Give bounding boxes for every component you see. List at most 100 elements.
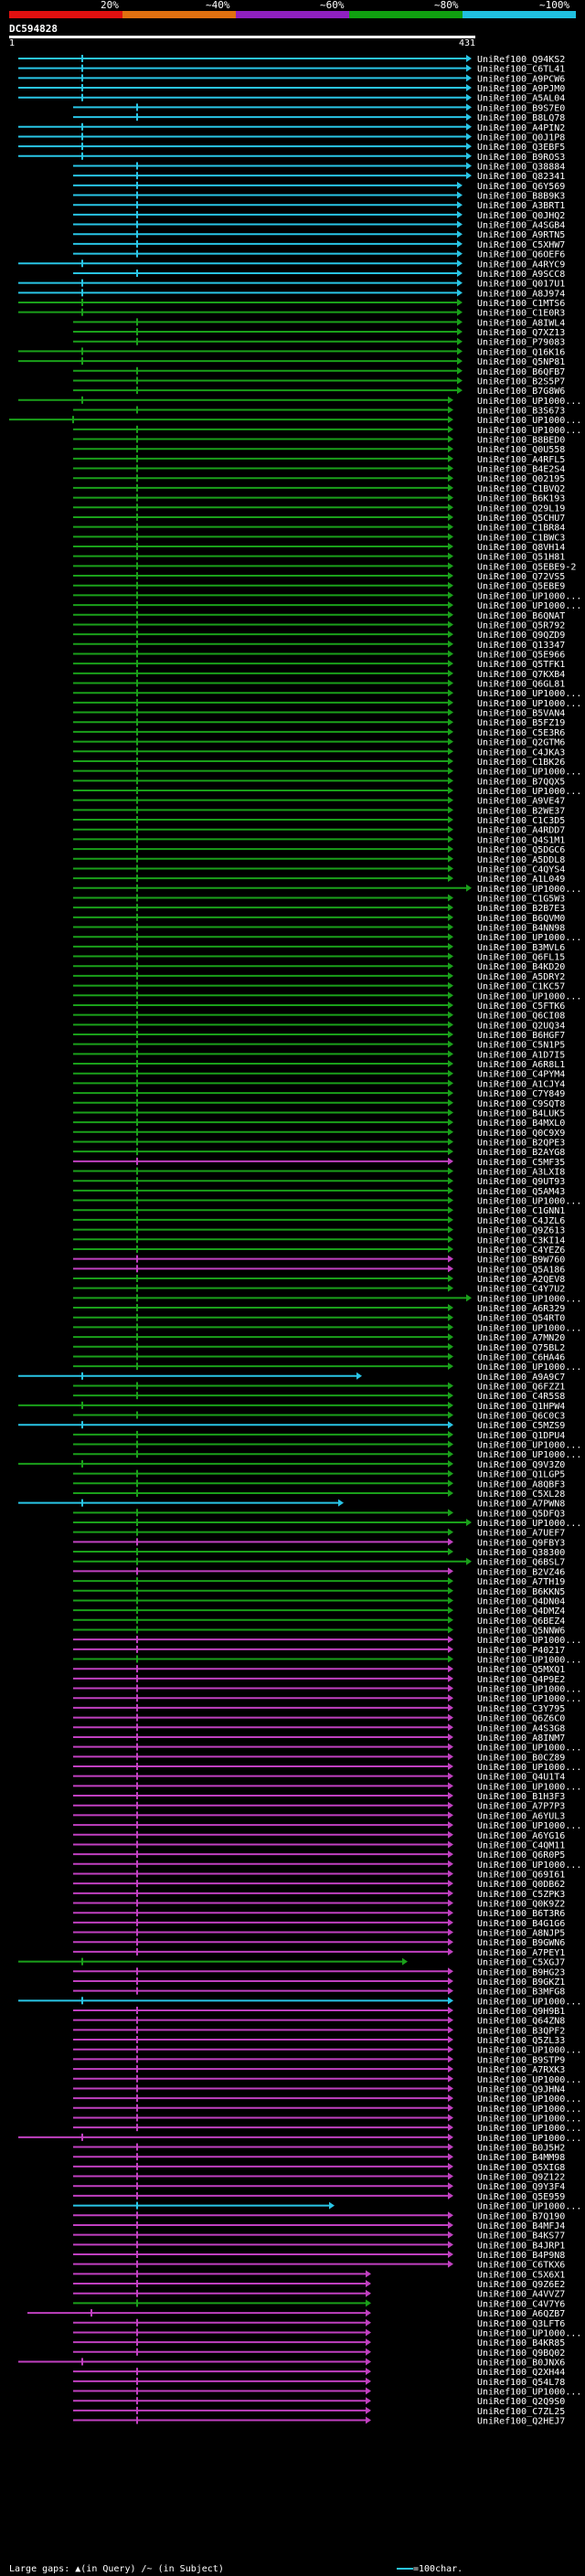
hit-id-label[interactable]: UniRef100_C5XHW7 [477, 240, 565, 250]
hit-id-label[interactable]: UniRef100_A4VVZ7 [477, 2290, 565, 2300]
hit-id-label[interactable]: UniRef100_A6YG16 [477, 1831, 565, 1841]
hit-id-label[interactable]: UniRef100_B8BED0 [477, 436, 565, 446]
hit-id-label[interactable]: UniRef100_C1BK26 [477, 758, 565, 768]
hit-id-label[interactable]: UniRef100_Q38300 [477, 1548, 565, 1558]
hit-id-label[interactable]: UniRef100_C6TL41 [477, 65, 565, 75]
hit-row[interactable]: UniRef100_Q4P9E2 [73, 1674, 565, 1685]
hit-row[interactable]: UniRef100_A1L049 [73, 875, 565, 885]
hit-row[interactable]: UniRef100_B7QQX5 [73, 777, 565, 787]
hit-row[interactable]: UniRef100_Q5DFQ3 [73, 1509, 565, 1519]
hit-row[interactable]: UniRef100_B4KR85 [73, 2338, 565, 2348]
hit-row[interactable]: UniRef100_A6R8L1 [73, 1060, 565, 1070]
hit-row[interactable]: UniRef100_Q0U558 [73, 445, 565, 455]
hit-row[interactable]: UniRef100_Q9JHN4 [73, 2084, 565, 2094]
hit-id-label[interactable]: UniRef100_B6T3R6 [477, 1909, 565, 1919]
hit-id-label[interactable]: UniRef100_C4QM11 [477, 1840, 565, 1850]
hit-id-label[interactable]: UniRef100_A4RDD7 [477, 826, 565, 836]
hit-id-label[interactable]: UniRef100_A9PJM0 [477, 84, 565, 94]
hit-id-label[interactable]: UniRef100_Q9Y3F4 [477, 2182, 565, 2192]
hit-id-label[interactable]: UniRef100_Q9UT93 [477, 1177, 565, 1187]
hit-row[interactable]: UniRef100_UP1000... [73, 2045, 581, 2056]
hit-id-label[interactable]: UniRef100_UP1000... [477, 2046, 581, 2056]
hit-row[interactable]: UniRef100_UP1000... [73, 933, 581, 943]
hit-row[interactable]: UniRef100_Q9QZD9 [73, 631, 565, 641]
hit-row[interactable]: UniRef100_B9GWN6 [73, 1938, 565, 1948]
hit-id-label[interactable]: UniRef100_Q6Z6C0 [477, 1714, 565, 1724]
hit-id-label[interactable]: UniRef100_Q7XZ13 [477, 328, 565, 338]
hit-id-label[interactable]: UniRef100_C4PYM4 [477, 1070, 565, 1080]
hit-id-label[interactable]: UniRef100_Q9Z613 [477, 1226, 565, 1236]
hit-row[interactable]: UniRef100_Q4DN04 [73, 1596, 565, 1606]
hit-row[interactable]: UniRef100_Q2Q9S0 [73, 2397, 565, 2407]
hit-row[interactable]: UniRef100_B3S673 [73, 406, 565, 416]
hit-row[interactable]: UniRef100_A7RXK3 [73, 2065, 565, 2075]
hit-row[interactable]: UniRef100_B7G8W6 [73, 387, 565, 397]
hit-row[interactable]: UniRef100_UP1000... [73, 1655, 581, 1666]
hit-row[interactable]: UniRef100_A7MN20 [73, 1333, 565, 1343]
hit-id-label[interactable]: UniRef100_Q82341 [477, 172, 565, 182]
hit-id-label[interactable]: UniRef100_A7RXK3 [477, 2065, 565, 2075]
hit-row[interactable]: UniRef100_B6QVM0 [73, 913, 565, 924]
hit-id-label[interactable]: UniRef100_Q69I61 [477, 1870, 565, 1880]
hit-row[interactable]: UniRef100_C7Y849 [73, 1089, 565, 1099]
hit-row[interactable]: UniRef100_A8QBF3 [73, 1479, 565, 1489]
hit-row[interactable]: UniRef100_Q5AM43 [73, 1186, 565, 1197]
hit-row[interactable]: UniRef100_A4SGB4 [73, 220, 565, 231]
hit-id-label[interactable]: UniRef100_C1BWC3 [477, 533, 565, 543]
hit-row[interactable]: UniRef100_A6QZB7 [27, 2309, 565, 2319]
hit-id-label[interactable]: UniRef100_B2VZ46 [477, 1567, 565, 1577]
hit-id-label[interactable]: UniRef100_B4MM98 [477, 2153, 565, 2163]
hit-id-label[interactable]: UniRef100_C4JZL6 [477, 1216, 565, 1226]
hit-row[interactable]: UniRef100_UP1000... [73, 698, 581, 709]
hit-id-label[interactable]: UniRef100_Q5MXQ1 [477, 1665, 565, 1675]
hit-row[interactable]: UniRef100_UP1000... [18, 396, 581, 407]
hit-row[interactable]: UniRef100_A8IWL4 [73, 318, 565, 328]
hit-id-label[interactable]: UniRef100_Q16K16 [477, 347, 565, 357]
hit-row[interactable]: UniRef100_B4G1G6 [73, 1918, 565, 1929]
hit-row[interactable]: UniRef100_Q5NNW6 [73, 1626, 565, 1636]
hit-id-label[interactable]: UniRef100_Q5EBE9 [477, 582, 565, 592]
hit-id-label[interactable]: UniRef100_A1L049 [477, 875, 565, 885]
hit-row[interactable]: UniRef100_Q5ZL33 [73, 2036, 565, 2046]
hit-id-label[interactable]: UniRef100_Q4DN04 [477, 1596, 565, 1606]
hit-id-label[interactable]: UniRef100_B4E2S4 [477, 465, 565, 475]
hit-id-label[interactable]: UniRef100_B7Q190 [477, 2211, 565, 2221]
hit-row[interactable]: UniRef100_B2VZ46 [73, 1567, 565, 1577]
hit-id-label[interactable]: UniRef100_C1BR84 [477, 524, 565, 534]
hit-id-label[interactable]: UniRef100_C1C3D5 [477, 816, 565, 826]
hit-id-label[interactable]: UniRef100_Q54L78 [477, 2378, 565, 2388]
hit-row[interactable]: UniRef100_UP1000... [73, 601, 581, 611]
hit-row[interactable]: UniRef100_UP1000... [73, 1782, 581, 1792]
hit-row[interactable]: UniRef100_B4P9N8 [73, 2251, 565, 2261]
hit-id-label[interactable]: UniRef100_Q6FL15 [477, 953, 565, 963]
hit-id-label[interactable]: UniRef100_Q0J1P8 [477, 133, 565, 143]
hit-row[interactable]: UniRef100_B9ROS3 [18, 152, 565, 163]
hit-row[interactable]: UniRef100_Q29L19 [73, 504, 565, 514]
hit-row[interactable]: UniRef100_Q9FBY3 [73, 1538, 565, 1548]
hit-id-label[interactable]: UniRef100_A7TH19 [477, 1577, 565, 1587]
hit-row[interactable]: UniRef100_UP1000... [73, 591, 581, 601]
hit-row[interactable]: UniRef100_B4LUK5 [73, 1108, 565, 1118]
hit-id-label[interactable]: UniRef100_B6KKN5 [477, 1587, 565, 1597]
hit-id-label[interactable]: UniRef100_B2AYG8 [477, 1148, 565, 1158]
hit-row[interactable]: UniRef100_A7PEY1 [73, 1947, 565, 1958]
hit-id-label[interactable]: UniRef100_A5DRY2 [477, 972, 565, 982]
hit-row[interactable]: UniRef100_B4NN98 [73, 923, 565, 934]
hit-row[interactable]: UniRef100_Q2UQ34 [73, 1021, 565, 1031]
hit-row[interactable]: UniRef100_Q3LFT6 [73, 2318, 565, 2329]
hit-id-label[interactable]: UniRef100_Q5R792 [477, 620, 565, 631]
hit-row[interactable]: UniRef100_B8LQ78 [73, 113, 565, 123]
hit-id-label[interactable]: UniRef100_B4P9N8 [477, 2251, 565, 2261]
hit-id-label[interactable]: UniRef100_B0CZ89 [477, 1753, 565, 1763]
hit-id-label[interactable]: UniRef100_B6QNAT [477, 611, 565, 621]
hit-row[interactable]: UniRef100_Q6CI08 [73, 1011, 565, 1022]
hit-row[interactable]: UniRef100_Q94KS2 [18, 55, 565, 65]
hit-row[interactable]: UniRef100_A9RTN5 [73, 230, 565, 240]
hit-id-label[interactable]: UniRef100_Q5TFK1 [477, 660, 565, 670]
hit-id-label[interactable]: UniRef100_Q9QZD9 [477, 631, 565, 641]
hit-row[interactable]: UniRef100_B8BED0 [73, 435, 565, 446]
hit-id-label[interactable]: UniRef100_Q6OEF6 [477, 250, 565, 260]
hit-id-label[interactable]: UniRef100_B9HG23 [477, 1967, 565, 1977]
hit-row[interactable]: UniRef100_UP1000... [73, 689, 581, 699]
hit-row[interactable]: UniRef100_Q7XZ13 [73, 328, 565, 338]
